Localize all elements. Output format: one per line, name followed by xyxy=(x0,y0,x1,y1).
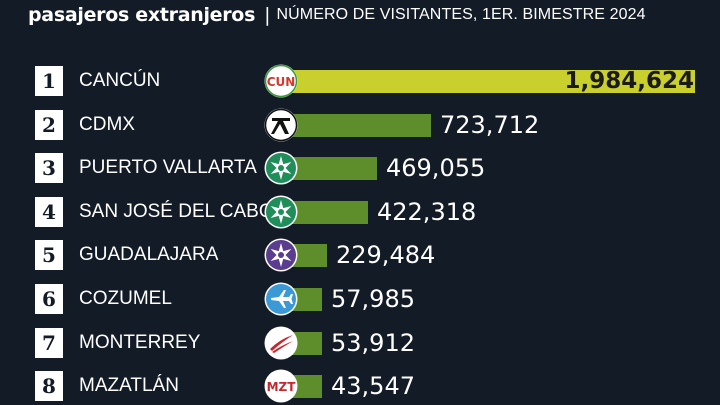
value-label: 723,712 xyxy=(440,110,540,139)
chart-row: 4 SAN JOSÉ DEL CABO 422,318 xyxy=(0,194,720,230)
bar xyxy=(279,157,377,181)
airplane-icon xyxy=(263,281,299,317)
chart-row: 8 MAZATLÁN MZT 43,547 xyxy=(0,368,720,404)
mzt-logo-text: MZT xyxy=(267,380,297,394)
cdmx-airport-icon xyxy=(263,107,299,143)
chart-row: 6 COZUMEL 57,985 xyxy=(0,281,720,317)
rank-badge: 2 xyxy=(35,109,63,140)
chart-row: 2 CDMX 723,712 xyxy=(0,107,720,143)
category-label: COZUMEL xyxy=(79,288,172,309)
rank-badge: 1 xyxy=(35,66,63,96)
gap-star-icon xyxy=(263,237,299,273)
category-label: MONTERREY xyxy=(79,331,201,353)
category-label: GUADALAJARA xyxy=(79,244,219,266)
rank-badge: 3 xyxy=(35,153,63,184)
category-label: CANCÚN xyxy=(79,70,161,91)
value-label: 57,985 xyxy=(331,285,415,313)
rank-badge: 5 xyxy=(35,240,63,271)
rank-badge: 7 xyxy=(35,327,63,358)
oma-star-icon xyxy=(263,194,299,230)
category-label: PUERTO VALLARTA xyxy=(79,157,257,179)
chart-row: 7 MONTERREY 53,912 xyxy=(0,325,720,361)
rank-badge: 6 xyxy=(35,284,63,314)
value-label: 422,318 xyxy=(377,197,477,226)
bar xyxy=(279,200,368,224)
rank-badge: 8 xyxy=(35,371,63,402)
title-separator: | xyxy=(264,4,271,26)
oma-star-icon xyxy=(263,150,299,186)
value-label: 229,484 xyxy=(336,241,436,270)
value-label: 469,055 xyxy=(386,154,486,183)
chart-row: 5 GUADALAJARA 229,484 xyxy=(0,237,720,273)
chart-subtitle: NÚMERO DE VISITANTES, 1ER. BIMESTRE 2024 xyxy=(276,6,646,23)
bar xyxy=(279,113,431,137)
category-label: MAZATLÁN xyxy=(79,375,179,397)
bar xyxy=(279,70,695,93)
chart-row: 1 CANCÚN CUN 1,984,624 xyxy=(0,63,720,99)
chart-header: pasajeros extranjeros | NÚMERO DE VISITA… xyxy=(28,2,646,28)
cun-logo-icon: CUN xyxy=(263,63,299,99)
value-label: 53,912 xyxy=(331,328,415,357)
monterrey-swoosh-icon xyxy=(263,325,299,361)
cun-logo-text: CUN xyxy=(267,75,296,89)
category-label: SAN JOSÉ DEL CABO xyxy=(79,200,274,222)
rank-badge: 4 xyxy=(35,196,63,227)
chart-row: 3 PUERTO VALLARTA 469,055 xyxy=(0,150,720,186)
chart-title: pasajeros extranjeros xyxy=(28,4,256,26)
value-label: 43,547 xyxy=(331,372,415,401)
value-label: 1,984,624 xyxy=(564,68,695,94)
mzt-logo-icon: MZT xyxy=(263,368,299,404)
category-label: CDMX xyxy=(79,113,135,135)
